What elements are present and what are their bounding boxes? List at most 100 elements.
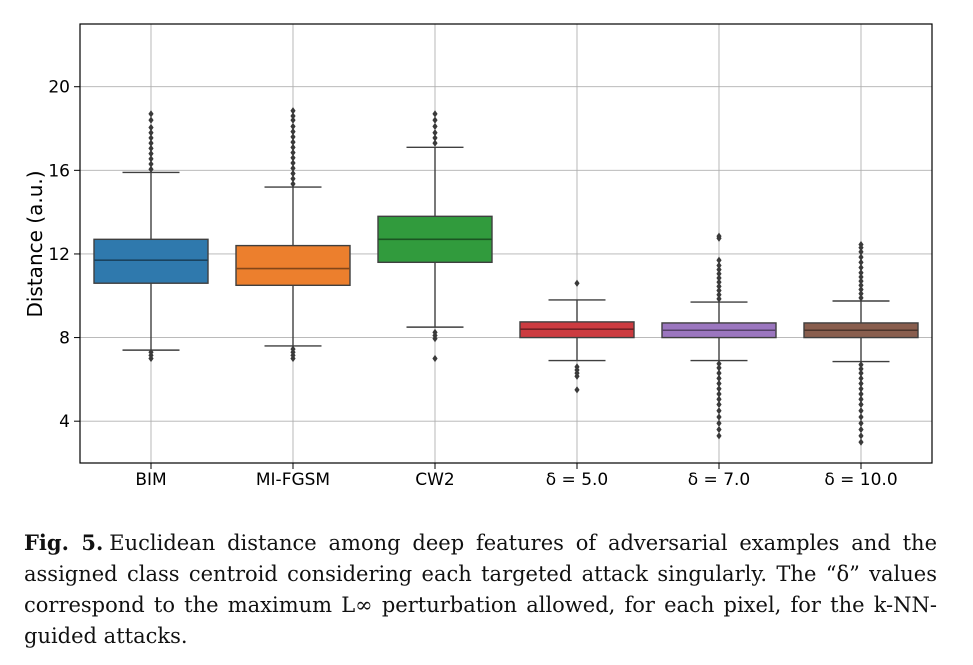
outlier-point	[858, 395, 864, 403]
outlier-point	[716, 419, 722, 427]
y-tick-label: 16	[48, 161, 70, 181]
outlier-point	[858, 361, 864, 369]
outlier-point	[858, 432, 864, 440]
outlier-point	[858, 269, 864, 277]
outlier-point	[716, 385, 722, 393]
outlier-point	[858, 294, 864, 302]
outlier-point	[290, 133, 296, 141]
outlier-point	[290, 138, 296, 146]
outlier-point	[858, 273, 864, 281]
outlier-point	[716, 270, 722, 278]
outlier-point	[716, 413, 722, 421]
outlier-point	[290, 164, 296, 172]
outlier-point	[716, 364, 722, 372]
outlier-point	[432, 110, 438, 118]
outlier-point	[858, 419, 864, 427]
outlier-point	[290, 154, 296, 162]
outlier-point	[858, 425, 864, 434]
y-tick-label: 8	[59, 329, 70, 349]
outlier-point	[716, 256, 722, 264]
x-tick-label: δ = 7.0	[688, 470, 751, 490]
outlier-point	[716, 425, 722, 434]
iqr-box	[93, 238, 209, 284]
outlier-point	[716, 374, 722, 382]
x-tick-label: δ = 10.0	[824, 470, 897, 490]
outlier-point	[716, 400, 722, 409]
outlier-point	[432, 328, 438, 336]
outlier-point	[716, 291, 722, 299]
outlier-point	[148, 150, 154, 158]
outlier-point	[432, 122, 438, 131]
outlier-point	[290, 128, 296, 136]
outlier-point	[432, 129, 438, 137]
outlier-point	[148, 144, 154, 152]
outlier-point	[858, 438, 864, 446]
outlier-point	[716, 369, 722, 377]
outlier-point	[432, 134, 438, 142]
outlier-point	[148, 139, 154, 147]
figure-label: Fig. 5.	[24, 530, 104, 555]
outlier-point	[858, 365, 864, 373]
y-tick-label: 12	[48, 245, 70, 265]
outlier-point	[148, 348, 154, 356]
outlier-point	[290, 148, 296, 157]
outlier-point	[290, 180, 296, 188]
outlier-point	[290, 175, 296, 183]
outlier-point	[148, 155, 154, 163]
caption-text: Euclidean distance among deep features o…	[24, 531, 937, 648]
outlier-point	[290, 116, 296, 124]
outlier-point	[858, 281, 864, 289]
outlier-point	[148, 160, 154, 168]
x-tick-label: BIM	[135, 470, 166, 490]
y-axis-title: Distance (a.u.)	[23, 170, 47, 317]
figure-caption: Fig. 5. Euclidean distance among deep fea…	[24, 527, 937, 652]
outlier-point	[716, 390, 722, 398]
box-group	[235, 107, 351, 363]
outlier-point	[148, 123, 154, 132]
outlier-point	[432, 139, 438, 147]
outlier-point	[432, 116, 438, 124]
outlier-point	[716, 407, 722, 415]
outlier-point	[574, 279, 580, 287]
box-group	[519, 279, 635, 394]
outlier-point	[716, 261, 722, 270]
box-group	[93, 110, 209, 363]
outlier-point	[858, 400, 864, 409]
outlier-point	[858, 369, 864, 377]
y-tick-label: 4	[59, 412, 70, 432]
outlier-point	[574, 363, 580, 371]
x-tick-label: CW2	[415, 470, 455, 490]
outlier-point	[716, 432, 722, 440]
x-tick-label: MI-FGSM	[256, 470, 330, 490]
outlier-point	[716, 379, 722, 388]
outlier-point	[858, 240, 864, 249]
outlier-point	[716, 274, 722, 282]
outlier-point	[858, 390, 864, 398]
box-group	[803, 240, 919, 446]
outlier-point	[290, 159, 296, 167]
outlier-point	[290, 122, 296, 131]
outlier-point	[716, 266, 722, 274]
outlier-point	[148, 110, 154, 118]
box-group	[377, 110, 493, 363]
outlier-point	[148, 165, 154, 173]
outlier-point	[290, 107, 296, 115]
outlier-point	[858, 258, 864, 266]
outlier-point	[290, 112, 296, 120]
outlier-point	[716, 278, 722, 286]
box-group	[661, 232, 777, 440]
outlier-point	[716, 395, 722, 403]
outlier-point	[290, 345, 296, 353]
outlier-point	[858, 407, 864, 415]
outlier-point	[858, 277, 864, 285]
box-series	[93, 107, 919, 446]
outlier-point	[148, 129, 154, 137]
plot-frame	[79, 23, 933, 464]
outlier-point	[290, 169, 296, 178]
box-plot-chart: 4 8 12 16 20 BIM MI-FGSM CW2 δ = 5.0 δ = 7.0 δ = 1…	[23, 23, 933, 490]
outlier-point	[858, 248, 864, 256]
outlier-point	[858, 413, 864, 421]
iqr-box	[235, 244, 351, 287]
outlier-point	[858, 253, 864, 261]
outlier-point	[858, 385, 864, 393]
